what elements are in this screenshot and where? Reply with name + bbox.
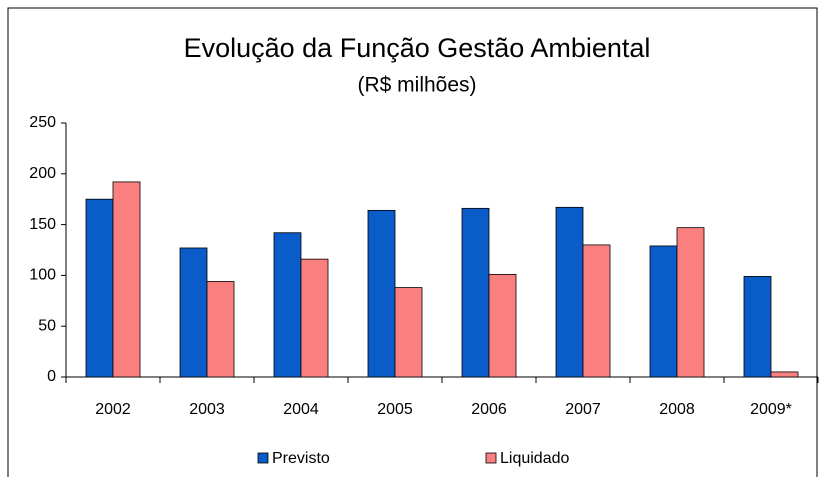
x-tick-label: 2007 (565, 401, 601, 418)
x-tick-label: 2003 (189, 401, 225, 418)
bar (112, 181, 141, 378)
x-tick-label: 2005 (377, 401, 413, 418)
bar (273, 232, 302, 378)
y-tick-label: 50 (38, 317, 56, 334)
bar (770, 371, 799, 378)
x-tick-label: 2009* (750, 401, 792, 418)
bar (582, 244, 611, 378)
y-tick-label: 100 (29, 267, 56, 284)
y-tick-label: 250 (29, 114, 56, 131)
chart-title: Evolução da Função Gestão Ambiental (184, 33, 651, 63)
y-tick-label: 150 (29, 216, 56, 233)
bar (367, 209, 396, 378)
bar (461, 207, 490, 378)
x-tick-label: 2002 (95, 401, 131, 418)
bar (85, 198, 114, 378)
bar (179, 247, 208, 378)
chart-subtitle: (R$ milhões) (357, 74, 476, 97)
x-tick-label: 2004 (283, 401, 319, 418)
x-tick-label: 2008 (659, 401, 695, 418)
y-tick-label: 0 (47, 368, 56, 385)
bar (649, 245, 678, 378)
bar (676, 227, 705, 378)
legend-swatch (485, 452, 497, 464)
legend-swatch (257, 452, 269, 464)
legend-label: Previsto (272, 450, 330, 467)
y-tick-label: 200 (29, 165, 56, 182)
bar (394, 287, 423, 378)
bar (206, 281, 235, 378)
bar (743, 276, 772, 378)
bar (300, 258, 329, 378)
legend-label: Liquidado (500, 450, 570, 467)
bar (555, 206, 584, 378)
x-tick-label: 2006 (471, 401, 507, 418)
bar (488, 273, 517, 378)
